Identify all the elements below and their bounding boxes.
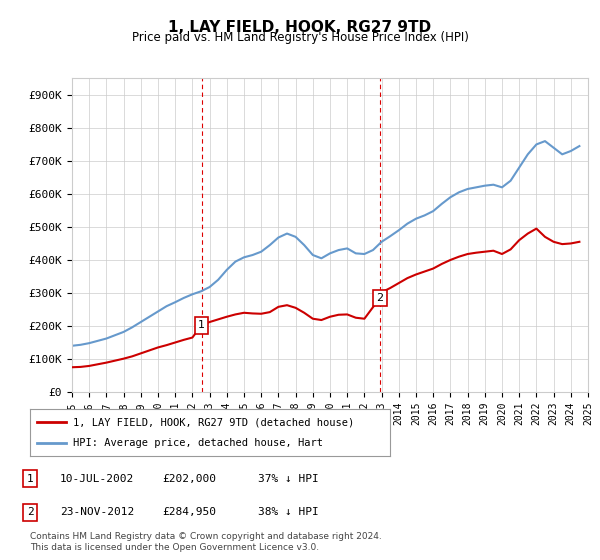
Text: 1: 1: [26, 474, 34, 484]
Text: 10-JUL-2002: 10-JUL-2002: [60, 474, 134, 484]
Text: Contains HM Land Registry data © Crown copyright and database right 2024.
This d: Contains HM Land Registry data © Crown c…: [30, 532, 382, 552]
Text: £202,000: £202,000: [162, 474, 216, 484]
Text: 2: 2: [26, 507, 34, 517]
Text: 23-NOV-2012: 23-NOV-2012: [60, 507, 134, 517]
Text: 1, LAY FIELD, HOOK, RG27 9TD (detached house): 1, LAY FIELD, HOOK, RG27 9TD (detached h…: [73, 417, 355, 427]
Text: Price paid vs. HM Land Registry's House Price Index (HPI): Price paid vs. HM Land Registry's House …: [131, 31, 469, 44]
Text: £284,950: £284,950: [162, 507, 216, 517]
Text: 38% ↓ HPI: 38% ↓ HPI: [258, 507, 319, 517]
Text: HPI: Average price, detached house, Hart: HPI: Average price, detached house, Hart: [73, 438, 323, 448]
Text: 1: 1: [198, 320, 205, 330]
Text: 2: 2: [376, 293, 383, 303]
Text: 1, LAY FIELD, HOOK, RG27 9TD: 1, LAY FIELD, HOOK, RG27 9TD: [169, 20, 431, 35]
Text: 37% ↓ HPI: 37% ↓ HPI: [258, 474, 319, 484]
